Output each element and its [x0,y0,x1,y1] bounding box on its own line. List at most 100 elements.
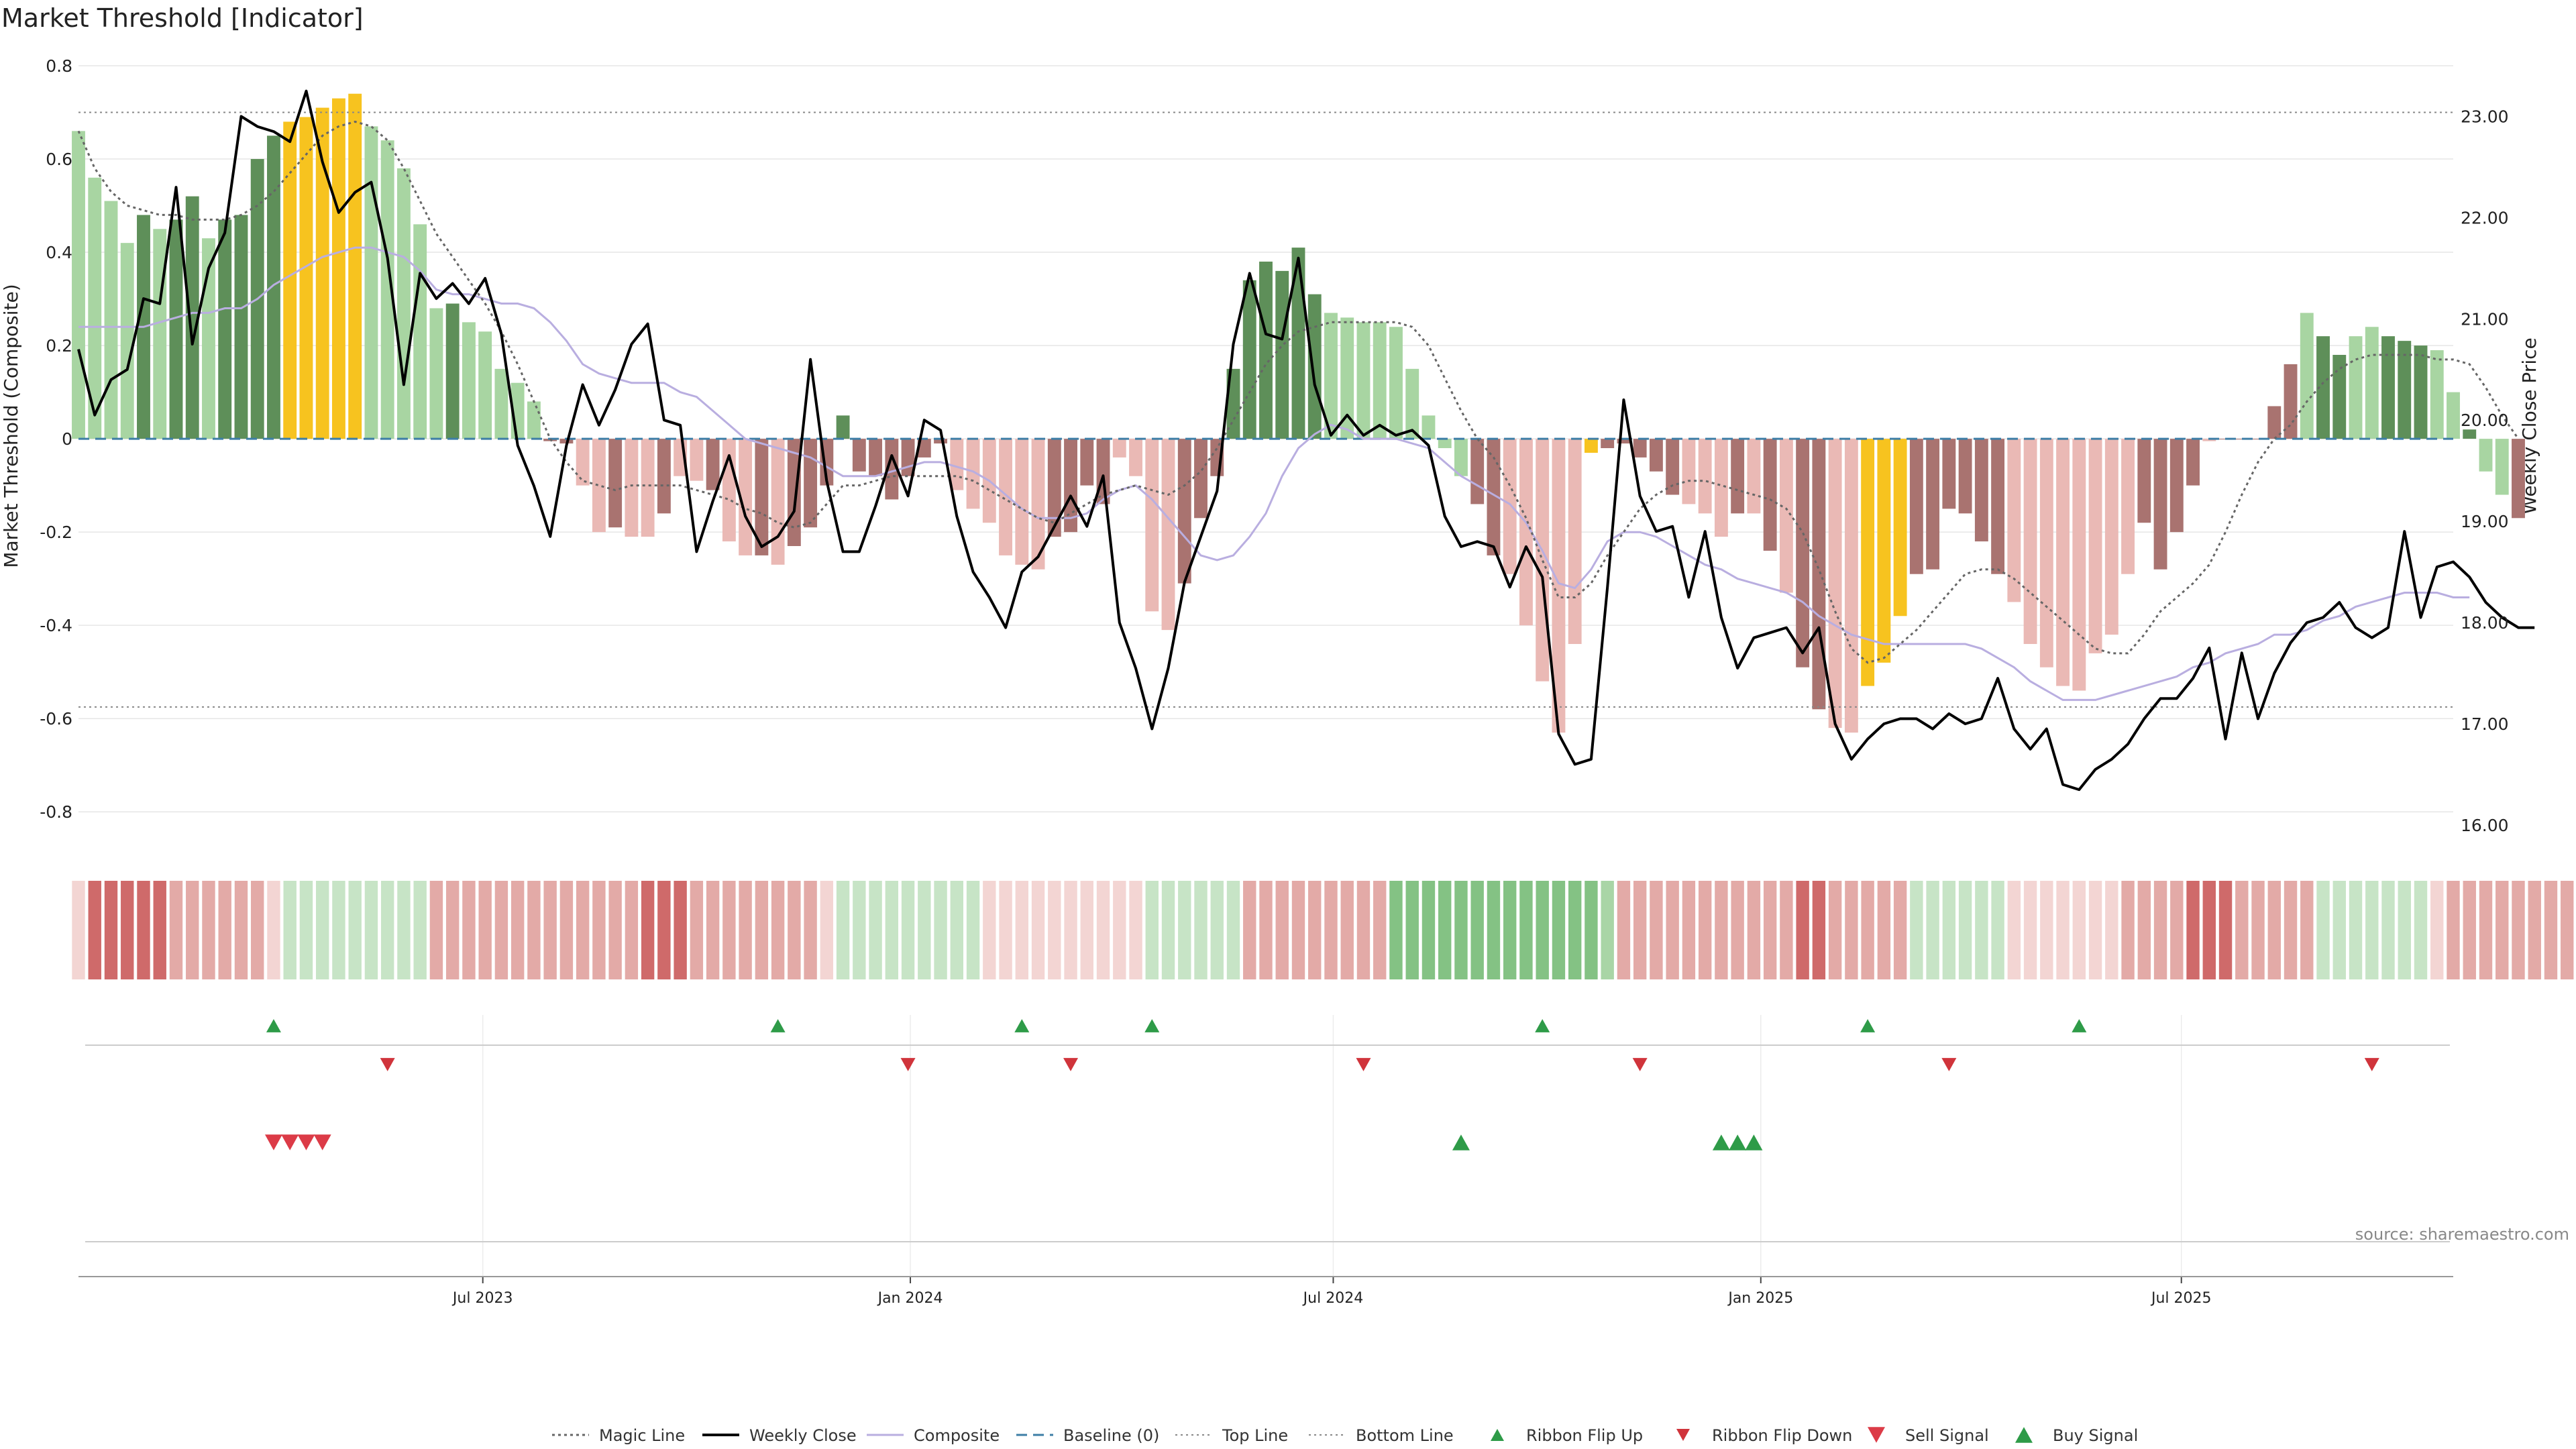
composite-bar [283,121,297,439]
sell-signal-marker [281,1134,299,1150]
grid [78,65,2453,1277]
composite-bar [804,439,818,528]
ribbon-cell [2202,881,2216,979]
ribbon-cell [1194,881,1208,979]
ribbon-cell [1356,881,1371,979]
ribbon-cell [511,881,525,979]
composite-bar [755,439,769,555]
ribbon-cell [283,881,297,979]
composite-bar [2023,439,2037,644]
source-note: source: sharemaestro.com [2355,1225,2569,1244]
ribbon-cell [1161,881,1175,979]
composite-bar [1714,439,1728,537]
ribbon-flip-up-marker [1860,1019,1876,1032]
legend-label: Bottom Line [1356,1426,1454,1445]
composite-bar [2365,327,2379,439]
ribbon-cell [1324,881,1338,979]
weekly-close-line [77,89,2535,792]
ribbon-cell [1991,881,2004,979]
ribbon-cell [1568,881,1582,979]
ribbon-cell [1958,881,1972,979]
legend-marker-swatch [1676,1429,1690,1441]
composite-bar [999,439,1012,555]
composite-bar [1747,439,1761,514]
y-tick-label: -0.4 [40,616,72,635]
legend-label: Top Line [1222,1426,1288,1445]
y2-tick-label: 20.00 [2461,411,2509,430]
composite-bar [1194,439,1208,519]
composite-bar [153,229,167,439]
composite-bar [2284,364,2298,439]
ribbon-cell [121,881,134,979]
ribbon-cell [2332,881,2346,979]
composite-bar [445,303,460,439]
ribbon-cell [1731,881,1744,979]
ribbon-flip-down-marker [1632,1058,1648,1071]
buy-signal-marker [1745,1134,1763,1150]
ribbon-cell [1877,881,1891,979]
ribbon-flip-down-marker [1063,1058,1079,1071]
ribbon-cell [771,881,785,979]
ribbon-cell [950,881,964,979]
composite-bar [1389,327,1403,439]
ribbon-cell [999,881,1012,979]
y2-tick-label: 19.00 [2461,512,2509,531]
ribbon-cell [1698,881,1712,979]
ribbon-cell [1243,881,1256,979]
ribbon-cell [1015,881,1028,979]
composite-bar [2512,439,2525,519]
buy-signal-marker [1452,1134,1470,1150]
composite-bar [1259,261,1273,439]
ribbon-cell [1975,881,1988,979]
ribbon-cell [1812,881,1826,979]
ribbon-cell [608,881,622,979]
ribbon-flip-down-marker [1941,1058,1957,1071]
ribbon-cell [1747,881,1761,979]
buy-signal-marker [1729,1134,1747,1150]
ribbon-cell [1275,881,1289,979]
x-tick-label: Jul 2025 [2150,1290,2212,1307]
composite-bar [494,368,508,439]
composite-bar [267,136,280,439]
composite-bar [657,439,671,514]
y2-tick-label: 17.00 [2461,714,2509,734]
ribbon-cell [2381,881,2395,979]
ribbon-cell [885,881,899,979]
ribbon-cell [1096,881,1110,979]
composite-bar [1373,322,1387,439]
composite-bar [1812,439,1826,710]
ribbon-cell [202,881,215,979]
ribbon-cell [1405,881,1419,979]
ribbon-cell [641,881,655,979]
ribbon-cell [1666,881,1679,979]
ribbon-cell [1650,881,1663,979]
legend-label: Buy Signal [2053,1426,2138,1445]
composite-bar [2381,336,2395,439]
composite-line [78,246,2470,701]
legend-label: Ribbon Flip Up [1526,1426,1643,1445]
ribbon-cell [299,881,313,979]
composite-bar [429,308,443,439]
composite-bar [1470,439,1485,504]
ribbon-cell [1715,881,1728,979]
ribbon-cell [2267,881,2281,979]
ribbon-cell [2105,881,2118,979]
composite-bar [120,243,134,439]
x-tick-label: Jan 2024 [877,1290,943,1307]
ribbon-cell [1421,881,1436,979]
composite-bar [1926,439,1940,570]
composite-bar [1796,439,1810,667]
composite-bar [1242,280,1256,439]
composite-bar [836,415,850,439]
ribbon-flip-up-marker [770,1019,786,1032]
x-tick-label: Jul 2024 [1302,1290,1364,1307]
ribbon-cell [657,881,671,979]
ribbon-cell [934,881,947,979]
ribbon-flip-down-marker [380,1058,395,1071]
axes: 0.8 0.6 0.4 0.2 0 -0.2 -0.4 -0.6 -0.8 23.00 22.00 2… [40,56,2508,1307]
composite-bar [364,126,378,439]
composite-bar [380,140,394,439]
ribbon-cell [1031,881,1045,979]
composite-bar [1877,439,1891,663]
